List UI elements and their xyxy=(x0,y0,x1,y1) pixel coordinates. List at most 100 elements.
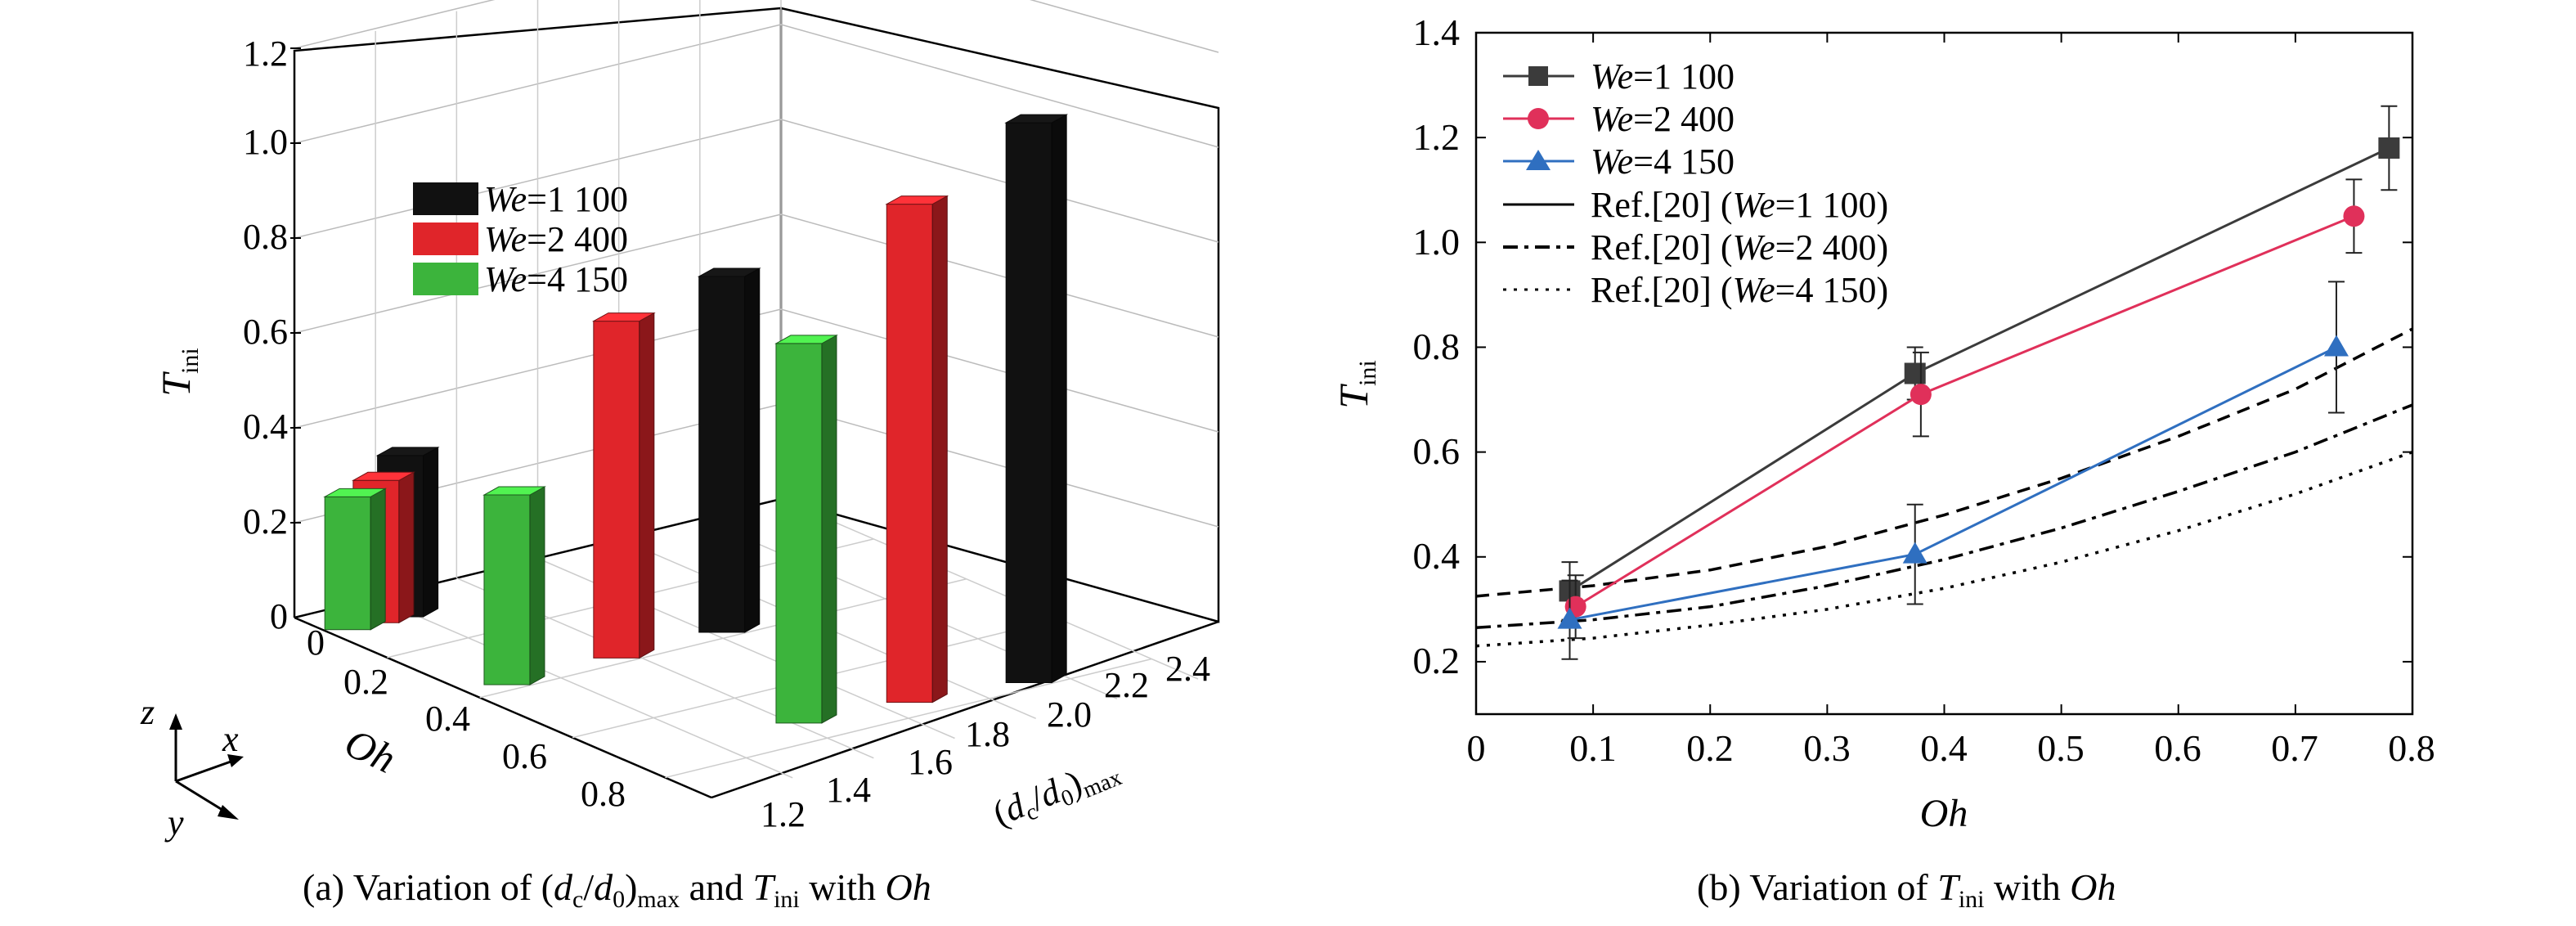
dc-tick-label: 2.0 xyxy=(1047,694,1092,735)
legend-b-circle-marker xyxy=(1528,108,1549,129)
legend-b-entry: Ref.[20] (We=4 150) xyxy=(1503,270,1888,310)
grid-line xyxy=(780,214,1219,338)
legend-b-entry: We=4 150 xyxy=(1503,142,1735,182)
dc-tick-label: 1.6 xyxy=(908,742,953,782)
y-tick-label: 0.4 xyxy=(1413,535,1461,577)
bar-side-face xyxy=(931,195,948,703)
bar-front-face xyxy=(775,343,823,724)
x-tick-label: 0.4 xyxy=(1920,727,1968,769)
bar-top-face xyxy=(351,471,415,481)
bar-3d xyxy=(1004,114,1069,684)
chart-a-bars xyxy=(323,114,1069,724)
y-axis-title: Tini xyxy=(1331,360,1381,408)
legend-b-triangle-marker xyxy=(1526,150,1551,170)
data-point-circle xyxy=(1910,384,1932,406)
x-axis-tick-labels: 0 0.1 0.2 0.3 0.4 0.5 0.6 0.7 0.8 xyxy=(1467,727,2435,769)
z-tick-label: 0.8 xyxy=(243,217,288,257)
chart-a-legend: We=1 100 We=2 400 We=4 150 xyxy=(413,179,628,299)
legend-b-square-marker xyxy=(1528,66,1548,86)
grid-line xyxy=(780,24,1219,148)
plot-b-ticks xyxy=(1475,32,2413,714)
grid-line xyxy=(780,119,1219,243)
z-tick-label: 0.6 xyxy=(243,312,288,352)
bar-top-face xyxy=(697,267,761,277)
x-tick-label: 0.8 xyxy=(2388,727,2435,769)
dc-axis-title: (dc/d0)max xyxy=(987,748,1125,838)
bar-3d xyxy=(697,267,761,633)
legend-a-swatch xyxy=(413,182,478,215)
bar-side-face xyxy=(529,486,545,686)
grid-line xyxy=(1029,0,1219,53)
dc-axis-tick-labels: 1.2 1.4 1.6 1.8 2.0 2.2 2.4 xyxy=(761,649,1210,834)
y-tick-label: 1.4 xyxy=(1413,11,1461,53)
reference-curve-dashed xyxy=(1475,327,2413,598)
bar-3d xyxy=(323,488,388,631)
dc-tick-label: 1.2 xyxy=(761,794,806,834)
chart-b-legend: We=1 100 We=2 400 We=4 150 Ref.[20] (We=… xyxy=(1503,56,1888,310)
bar-side-face xyxy=(423,446,439,618)
z-tick-label: 1.0 xyxy=(243,122,288,162)
x-tick-label: 0.1 xyxy=(1569,727,1617,769)
series-line xyxy=(1569,346,2337,622)
data-point-square xyxy=(1904,362,1926,384)
x-axis-title: Oh xyxy=(1920,792,1968,835)
y-tick-label: 0.8 xyxy=(1413,326,1461,367)
legend-b-label: Ref.[20] (We=1 100) xyxy=(1591,185,1888,225)
legend-a-swatch xyxy=(413,223,478,255)
series-square xyxy=(1559,105,2400,621)
bar-side-face xyxy=(1051,114,1067,684)
bar-3d xyxy=(774,335,838,724)
oh-tick-label: 0.6 xyxy=(502,736,547,776)
bar-front-face xyxy=(1005,122,1052,684)
caption-a: (a) Variation of (dc/d0)max and Tini wit… xyxy=(303,866,931,913)
legend-a-label: We=2 400 xyxy=(484,219,628,259)
axis-triad xyxy=(169,713,244,820)
oh-axis-title: Oh xyxy=(338,719,402,782)
bar-side-face xyxy=(744,267,761,633)
triad-z-label: z xyxy=(140,692,155,732)
legend-b-label: Ref.[20] (We=2 400) xyxy=(1591,227,1888,267)
bar-top-face xyxy=(375,447,440,456)
triad-x-label: x xyxy=(222,719,239,759)
bar-top-face xyxy=(323,488,388,497)
y-tick-label: 1.2 xyxy=(1413,116,1461,158)
bar-3d xyxy=(885,195,949,703)
dc-tick-label: 1.4 xyxy=(826,770,871,810)
bar-front-face xyxy=(483,494,531,686)
data-point-triangle xyxy=(2323,335,2349,357)
data-series xyxy=(1557,105,2400,660)
y-tick-label: 1.0 xyxy=(1413,221,1461,263)
legend-b-label: We=1 100 xyxy=(1591,56,1735,97)
legend-b-label: We=4 150 xyxy=(1591,142,1735,182)
grid-line xyxy=(294,0,496,49)
bar-side-face xyxy=(639,312,655,659)
reference-curves xyxy=(1475,327,2413,648)
x-tick-label: 0.2 xyxy=(1686,727,1734,769)
bar-3d xyxy=(591,312,656,659)
bar-side-face xyxy=(370,488,386,631)
x-tick-label: 0.3 xyxy=(1803,727,1851,769)
legend-b-entry: Ref.[20] (We=1 100) xyxy=(1503,185,1888,225)
bar-top-face xyxy=(885,196,949,205)
z-tick-label: 1.2 xyxy=(243,34,288,74)
x-tick-label: 0 xyxy=(1467,727,1486,769)
bar-front-face xyxy=(886,204,933,703)
dc-tick-label: 1.8 xyxy=(965,714,1010,754)
data-point-square xyxy=(2378,137,2400,159)
legend-b-label: Ref.[20] (We=4 150) xyxy=(1591,270,1888,310)
legend-a-label: We=1 100 xyxy=(484,179,628,219)
grid-line xyxy=(780,308,1219,433)
oh-tick-label: 0 xyxy=(307,623,325,663)
legend-b-entry: Ref.[20] (We=2 400) xyxy=(1503,227,1888,267)
y-tick-label: 0.2 xyxy=(1413,640,1461,681)
bar-top-face xyxy=(591,312,656,322)
series-circle xyxy=(1564,178,2365,640)
data-point-circle xyxy=(2343,205,2365,227)
z-tick-label: 0.4 xyxy=(243,407,288,447)
z-tick-label: 0 xyxy=(270,596,288,636)
bar-top-face xyxy=(774,335,838,344)
caption-b: (b) Variation of Tini with Oh xyxy=(1697,866,2116,913)
bar-3d xyxy=(482,486,546,686)
bar-top-face xyxy=(482,486,546,496)
